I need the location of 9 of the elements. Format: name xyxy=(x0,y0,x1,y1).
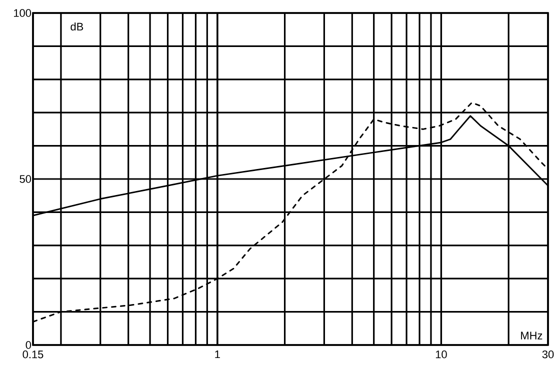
y-tick-label: 50 xyxy=(20,175,32,183)
y-axis-title: dB xyxy=(70,22,84,31)
x-tick-label: 1 xyxy=(215,350,220,358)
y-tick-label: 100 xyxy=(14,9,32,17)
x-tick-label: 0.15 xyxy=(22,350,44,358)
x-tick-label: 30 xyxy=(542,350,554,358)
y-tick-label: 0 xyxy=(26,341,32,349)
x-axis-title: MHz xyxy=(521,332,542,340)
x-tick-label: 10 xyxy=(436,350,447,358)
